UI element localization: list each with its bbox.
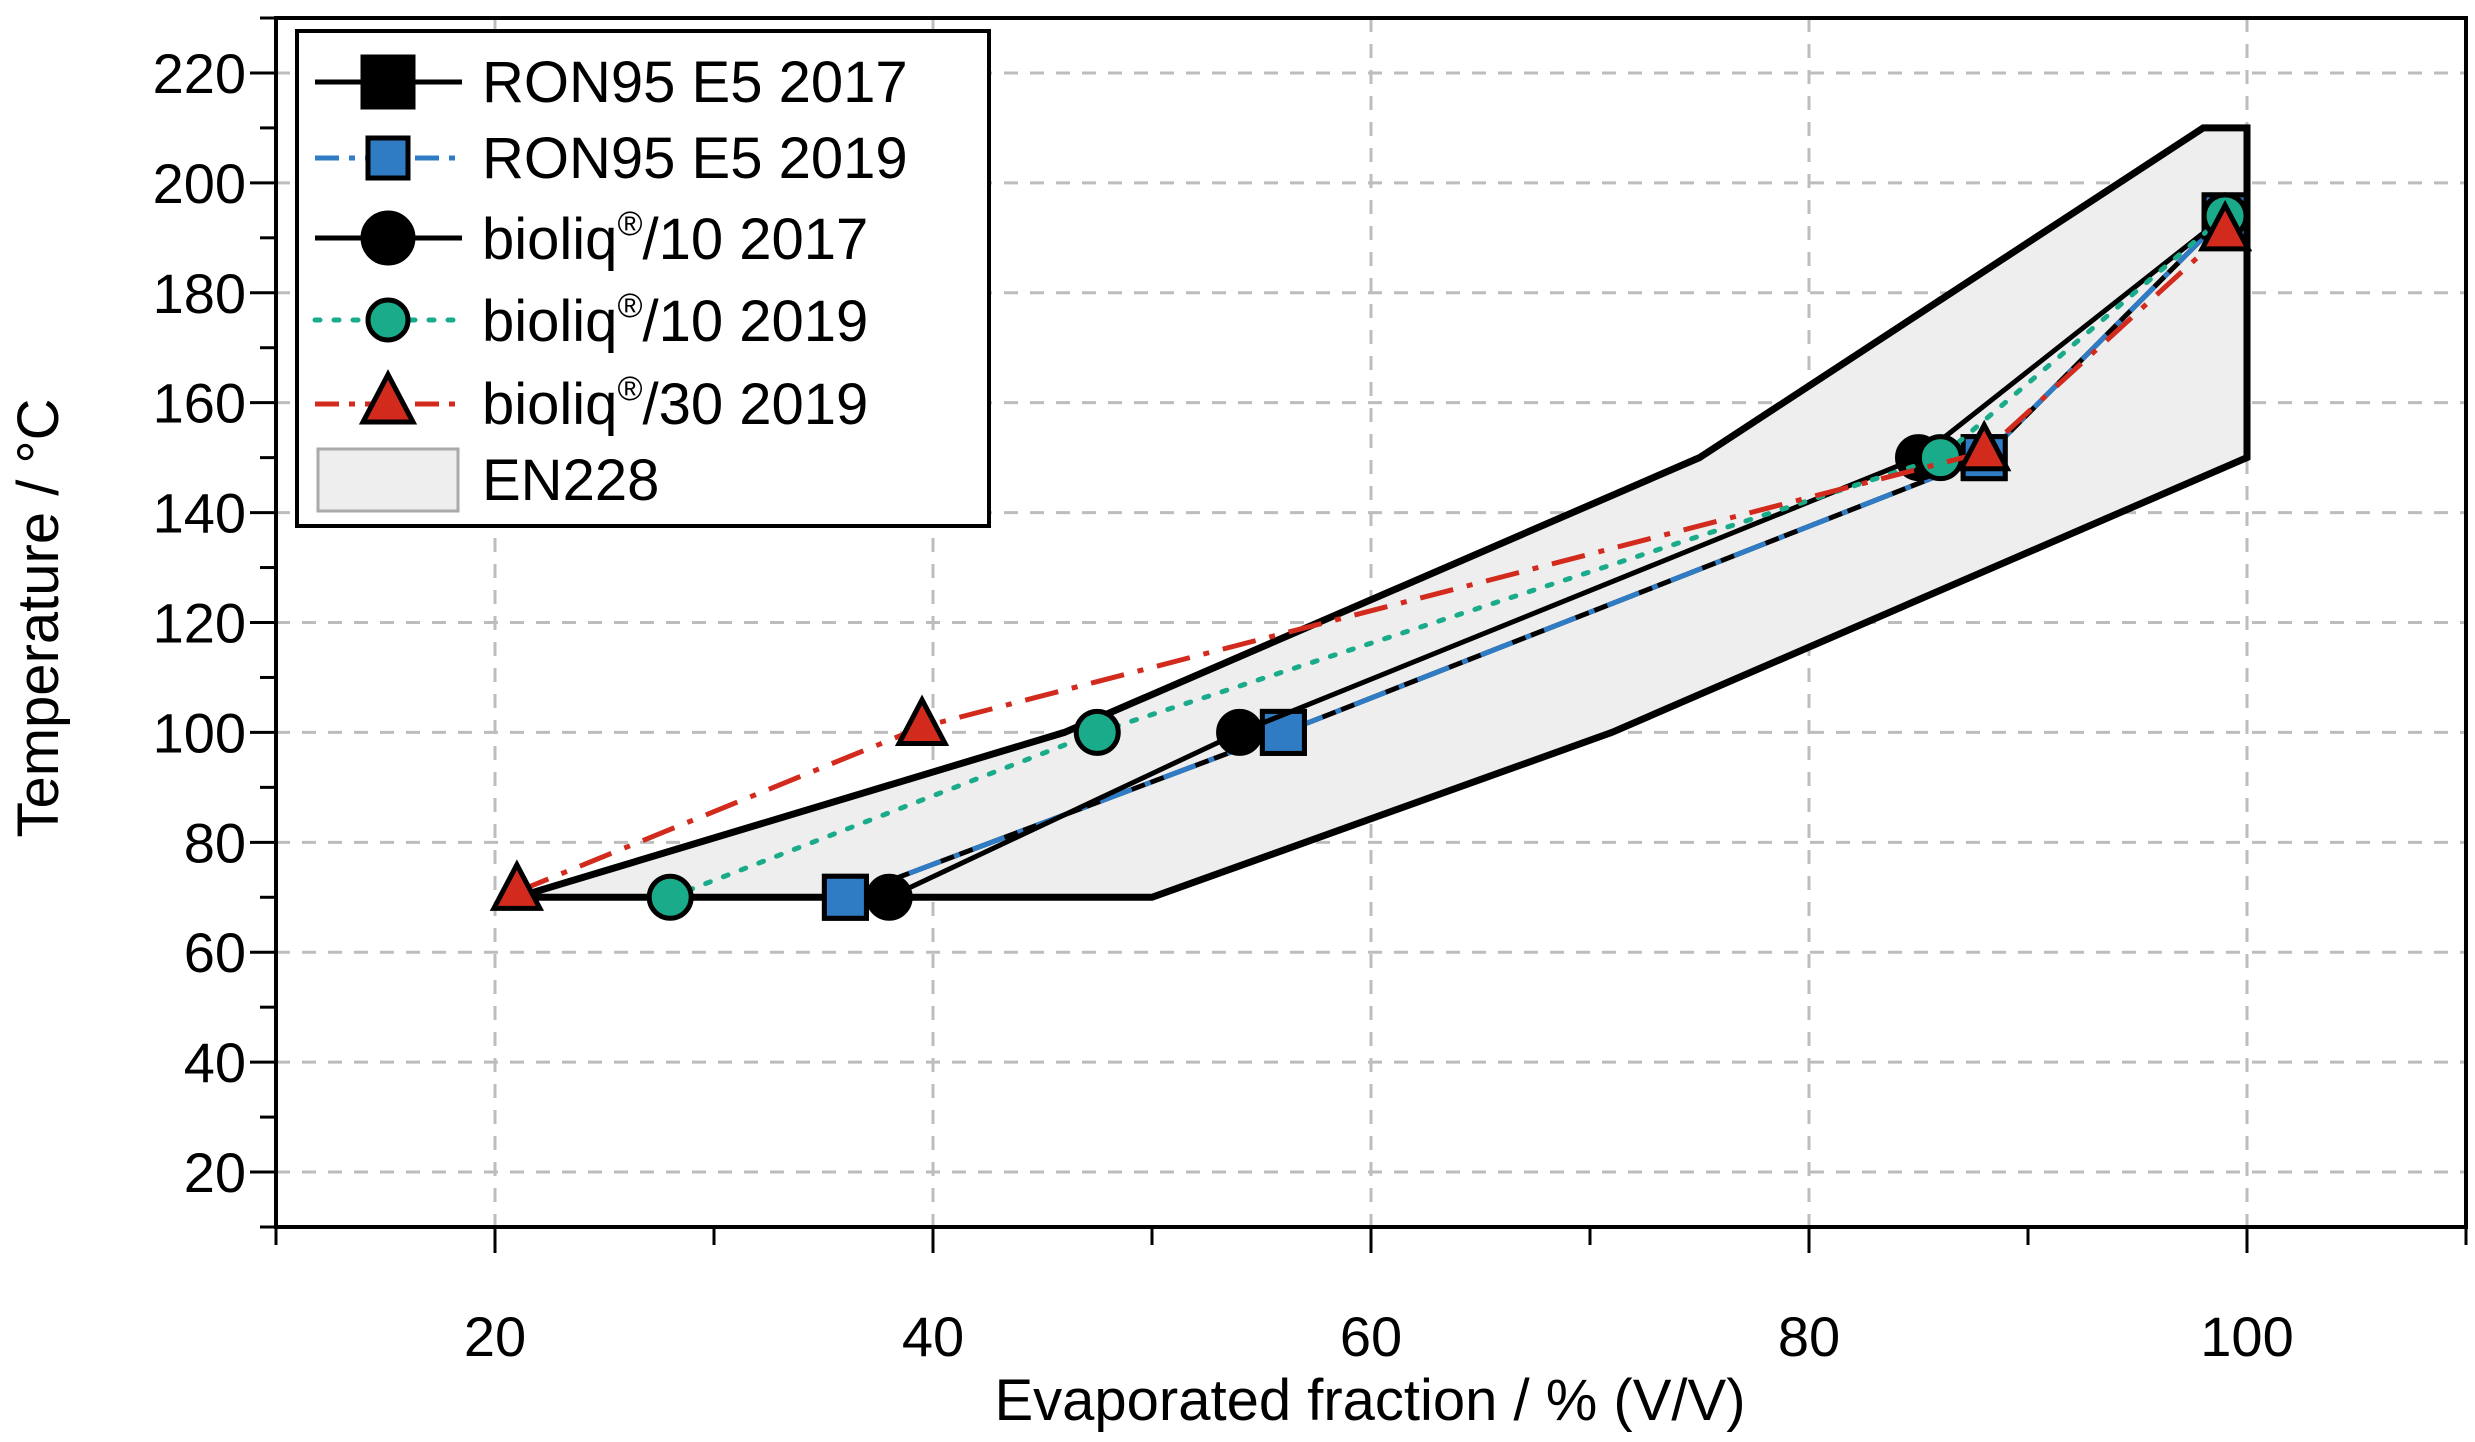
y-tick-label: 20	[184, 1141, 246, 1204]
legend-label-ron95-2019: RON95 E5 2019	[482, 126, 908, 191]
series-line-bioliq-10-2019	[667, 213, 2228, 900]
data-point-bioliq-10-2017	[1216, 708, 1264, 756]
legend-marker-bioliq-30-2019	[358, 369, 418, 425]
data-point-bioliq-10-2019	[646, 873, 694, 921]
y-tick-label: 220	[153, 42, 246, 105]
x-tick-label: 100	[2200, 1305, 2293, 1368]
x-tick-label: 80	[1778, 1305, 1840, 1368]
legend-label-bioliq10-2017: bioliq®/10 2017	[482, 205, 868, 272]
legend-symbols	[312, 54, 465, 513]
legend: RON95 E5 2017 RON95 E5 2019 bioliq®/10 2…	[295, 29, 991, 528]
y-axis-label: Temperature / °C	[6, 398, 71, 837]
series-line-bioliq-10-2017	[888, 213, 2227, 900]
data-point-bioliq-30-2019	[894, 694, 950, 747]
x-axis-label: Evaporated fraction / % (V/V)	[994, 1368, 1745, 1433]
x-tick-label: 40	[902, 1305, 964, 1368]
legend-label-bioliq30-2019: bioliq®/30 2019	[482, 370, 868, 437]
y-tick-label: 80	[184, 811, 246, 874]
data-point-bioliq-30-2019	[2197, 199, 2253, 252]
legend-marker-ron95-e5-2019	[365, 135, 411, 181]
data-point-bioliq-10-2017	[865, 873, 913, 921]
legend-marker-bioliq-10-2019	[365, 297, 411, 343]
data-point-bioliq-30-2019	[1957, 419, 2012, 472]
data-point-ron95-e5-2019	[821, 873, 869, 921]
y-tick-label: 140	[153, 482, 246, 545]
legend-label-bioliq10-2019: bioliq®/10 2019	[482, 287, 868, 354]
data-point-bioliq-10-2019	[1073, 708, 1121, 756]
y-tick-label: 60	[184, 921, 246, 984]
y-tick-label: 200	[153, 152, 246, 215]
legend-swatch-en228	[316, 447, 460, 513]
y-tick-label: 40	[184, 1031, 246, 1094]
y-tick-label: 180	[153, 262, 246, 325]
y-tick-label: 100	[153, 701, 246, 764]
y-tick-label: 120	[153, 592, 246, 655]
legend-box	[295, 29, 991, 528]
legend-marker-bioliq-10-2017	[360, 210, 416, 266]
series-bioliq-30-2019	[489, 199, 2253, 911]
series-line-bioliq-30-2019	[515, 230, 2227, 895]
en228-region	[515, 124, 2251, 901]
legend-label-ron95-2017: RON95 E5 2017	[482, 50, 908, 115]
ticks: 20 40 60 80 100 20 40 60 80 100 120 140 160 180 200 220	[153, 16, 2468, 1368]
legend-marker-ron95-e5-2017	[360, 54, 416, 110]
legend-label-en228: EN228	[482, 448, 659, 513]
y-tick-label: 160	[153, 372, 246, 435]
data-point-ron95-e5-2019	[1259, 708, 1307, 756]
series-group	[489, 192, 2253, 921]
x-tick-label: 60	[1340, 1305, 1402, 1368]
en228-region-polygon	[515, 124, 2251, 901]
x-tick-label: 20	[464, 1305, 526, 1368]
data-point-bioliq-30-2019	[489, 859, 545, 911]
axis-labels: Evaporated fraction / % (V/V) Temperatur…	[6, 398, 1746, 1433]
